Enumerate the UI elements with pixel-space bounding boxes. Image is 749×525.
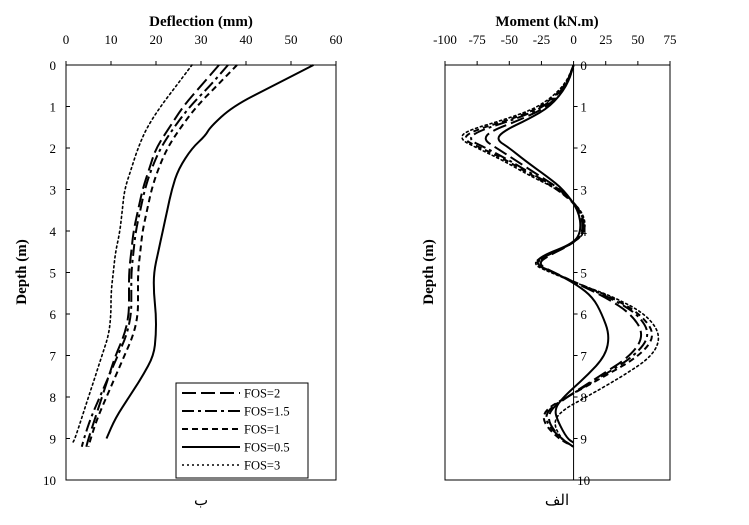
- moment-x-tick-label: -25: [533, 32, 550, 47]
- moment-y-tick-label: 0: [580, 58, 587, 73]
- moment-panel-caption: الف: [545, 493, 569, 509]
- legend-items: FOS=2 FOS=1.5 FOS=1 FOS=0.5 FOS=3: [182, 387, 290, 473]
- legend: FOS=2 FOS=1.5 FOS=1 FOS=0.5 FOS=3: [175, 382, 309, 479]
- moment-x-tick-label: 75: [664, 32, 677, 47]
- deflection-y-tick-label: 1: [50, 100, 57, 115]
- moment-y-tick-label: 8: [580, 390, 587, 405]
- moment-series-line-fos-1: [464, 64, 653, 448]
- deflection-series-line-fos-1: [87, 64, 238, 448]
- legend-box: [175, 382, 309, 479]
- deflection-series-line-fos-2: [85, 64, 220, 448]
- deflection-y-tick-label: 7: [50, 349, 57, 364]
- moment-y-tick-label: 10: [577, 473, 590, 488]
- deflection-x-tick-label: 10: [105, 32, 118, 47]
- moment-y-tick-label: 6: [580, 307, 587, 322]
- moment-series-line-fos-3: [461, 64, 660, 448]
- moment-x-axis-title: Moment (kN.m): [495, 14, 598, 30]
- moment-x-tick-label: -100: [433, 32, 457, 47]
- deflection-y-axis-title: Depth (m): [14, 239, 30, 304]
- moment-x-tick-label: -50: [501, 32, 518, 47]
- deflection-y-ticks: 0 1 2 3 4 5 6 7 8 9 10: [43, 58, 70, 488]
- deflection-series-line-fos-0-5: [105, 64, 314, 439]
- moment-y-tick-label: 5: [580, 266, 587, 281]
- deflection-x-tick-label: 30: [195, 32, 208, 47]
- deflection-series: [72, 64, 314, 448]
- moment-panel: Moment (kN.m) Depth (m) -100 -75 -50 -25 0 25…: [421, 14, 677, 509]
- deflection-y-tick-label: 8: [50, 390, 57, 405]
- legend-label: FOS=2: [244, 387, 280, 401]
- deflection-series-line-fos-3: [72, 64, 193, 444]
- deflection-x-tick-label: 20: [150, 32, 163, 47]
- deflection-x-axis-title: Deflection (mm): [149, 14, 253, 30]
- moment-series: [461, 64, 660, 448]
- deflection-x-tick-label: 50: [285, 32, 298, 47]
- deflection-panel-caption: ب: [194, 493, 208, 509]
- moment-y-tick-label: 9: [580, 432, 587, 447]
- moment-x-tick-label: 25: [599, 32, 612, 47]
- moment-x-tick-label: -75: [468, 32, 485, 47]
- moment-x-tick-label: 50: [631, 32, 644, 47]
- deflection-y-tick-label: 3: [50, 183, 57, 198]
- moment-y-tick-label: 7: [580, 349, 587, 364]
- deflection-y-tick-label: 4: [50, 224, 57, 239]
- moment-y-tick-label: 1: [580, 100, 587, 115]
- deflection-x-tick-label: 0: [63, 32, 70, 47]
- deflection-y-tick-label: 5: [50, 266, 57, 281]
- moment-series-line-fos-2: [484, 64, 643, 448]
- deflection-x-tick-label: 40: [240, 32, 253, 47]
- deflection-x-tick-label: 60: [330, 32, 343, 47]
- deflection-y-tick-label: 9: [50, 432, 57, 447]
- moment-plot-frame: [444, 64, 671, 481]
- deflection-panel: Deflection (mm) Depth (m) 0 10 20 30 40 50 60 …: [14, 14, 343, 509]
- legend-label: FOS=1: [244, 423, 280, 437]
- deflection-x-ticks: 0 10 20 30 40 50 60: [63, 32, 343, 65]
- moment-y-axis-title: Depth (m): [421, 239, 437, 304]
- deflection-y-tick-label: 10: [43, 473, 56, 488]
- deflection-y-tick-label: 0: [50, 58, 57, 73]
- legend-label: FOS=3: [244, 459, 280, 473]
- moment-x-ticks: -100 -75 -50 -25 0 25 50 75: [433, 32, 677, 65]
- deflection-y-tick-label: 2: [50, 141, 57, 156]
- moment-y-tick-label: 3: [580, 183, 587, 198]
- legend-label: FOS=0.5: [244, 441, 290, 455]
- legend-label: FOS=1.5: [244, 405, 290, 419]
- moment-x-tick-label: 0: [570, 32, 577, 47]
- deflection-series-line-fos-1-5: [80, 64, 229, 448]
- moment-y-tick-label: 2: [580, 141, 587, 156]
- deflection-y-tick-label: 6: [50, 307, 57, 322]
- moment-series-line-fos-0-5: [497, 64, 610, 444]
